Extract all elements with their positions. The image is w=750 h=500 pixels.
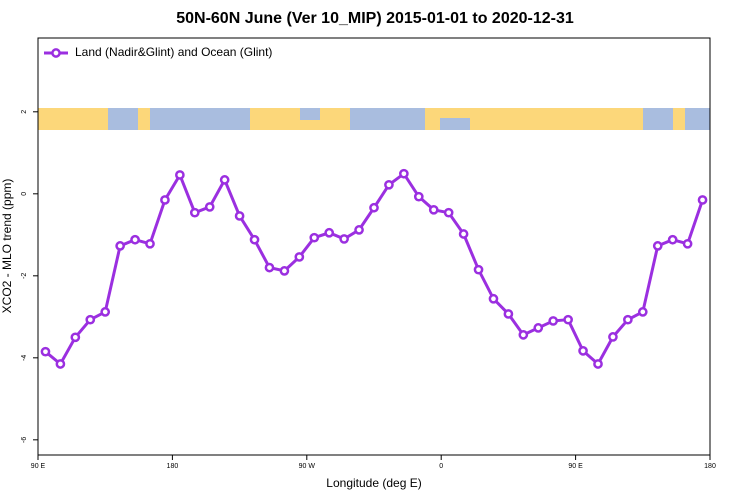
point (413, 191, 424, 202)
point (652, 241, 663, 251)
x-tick-label: 90 E (31, 463, 46, 470)
point (189, 207, 200, 218)
point (130, 234, 140, 245)
point (697, 195, 708, 205)
x-tick-label: 180 (704, 463, 716, 470)
point (264, 262, 275, 273)
y-axis-label: XCO2 - MLO trend (ppm) (0, 179, 14, 314)
point (100, 307, 111, 317)
y-tick-label: 0 (21, 192, 28, 196)
x-tick-label: 180 (167, 463, 179, 470)
point (354, 225, 364, 235)
point (115, 241, 125, 251)
point (428, 204, 439, 215)
point (488, 293, 499, 304)
map-strip (38, 108, 710, 130)
point (55, 359, 66, 369)
point (608, 332, 618, 342)
point (623, 314, 633, 325)
point (70, 332, 81, 343)
point (593, 359, 603, 369)
point (249, 234, 260, 245)
map-ocean (685, 108, 710, 130)
map-ocean (150, 108, 250, 130)
point (279, 266, 290, 276)
legend-marker (51, 48, 61, 58)
point (548, 316, 559, 326)
point (578, 346, 588, 356)
point (85, 314, 96, 325)
point (563, 314, 573, 325)
point (503, 309, 514, 319)
point (204, 202, 215, 212)
point (473, 264, 484, 275)
point (160, 195, 170, 205)
x-tick-label: 90 E (568, 463, 583, 470)
point (145, 238, 155, 249)
map-ocean (108, 108, 138, 130)
point (518, 330, 529, 340)
y-tick-label: -6 (21, 437, 28, 443)
point (234, 211, 245, 221)
point (294, 252, 305, 262)
plot-frame (37, 37, 711, 456)
x-axis-label: Longitude (deg E) (326, 476, 421, 490)
map-ocean (643, 108, 673, 130)
y-tick-label: 2 (21, 110, 28, 114)
point (637, 307, 648, 317)
point (219, 175, 230, 185)
map-ocean (350, 108, 425, 130)
x-tick-label: 90 W (299, 463, 316, 470)
point (533, 323, 544, 333)
point (384, 179, 394, 190)
point (40, 346, 51, 357)
map-ocean (300, 108, 320, 120)
point (309, 232, 320, 243)
point (339, 234, 349, 244)
legend-label: Land (Nadir&Glint) and Ocean (Glint) (75, 45, 272, 59)
point (458, 229, 469, 239)
chart-title: 50N-60N June (Ver 10_MIP) 2015-01-01 to … (176, 10, 574, 27)
series-line (44, 171, 704, 367)
point (324, 227, 335, 238)
y-tick-label: -2 (21, 273, 28, 279)
y-tick-label: -4 (21, 355, 28, 361)
point (175, 170, 185, 180)
point (443, 207, 454, 218)
point (667, 234, 678, 245)
x-tick-label: 0 (439, 463, 443, 470)
point (682, 238, 693, 249)
point (369, 202, 379, 213)
point (399, 168, 409, 179)
map-ocean (440, 118, 470, 130)
